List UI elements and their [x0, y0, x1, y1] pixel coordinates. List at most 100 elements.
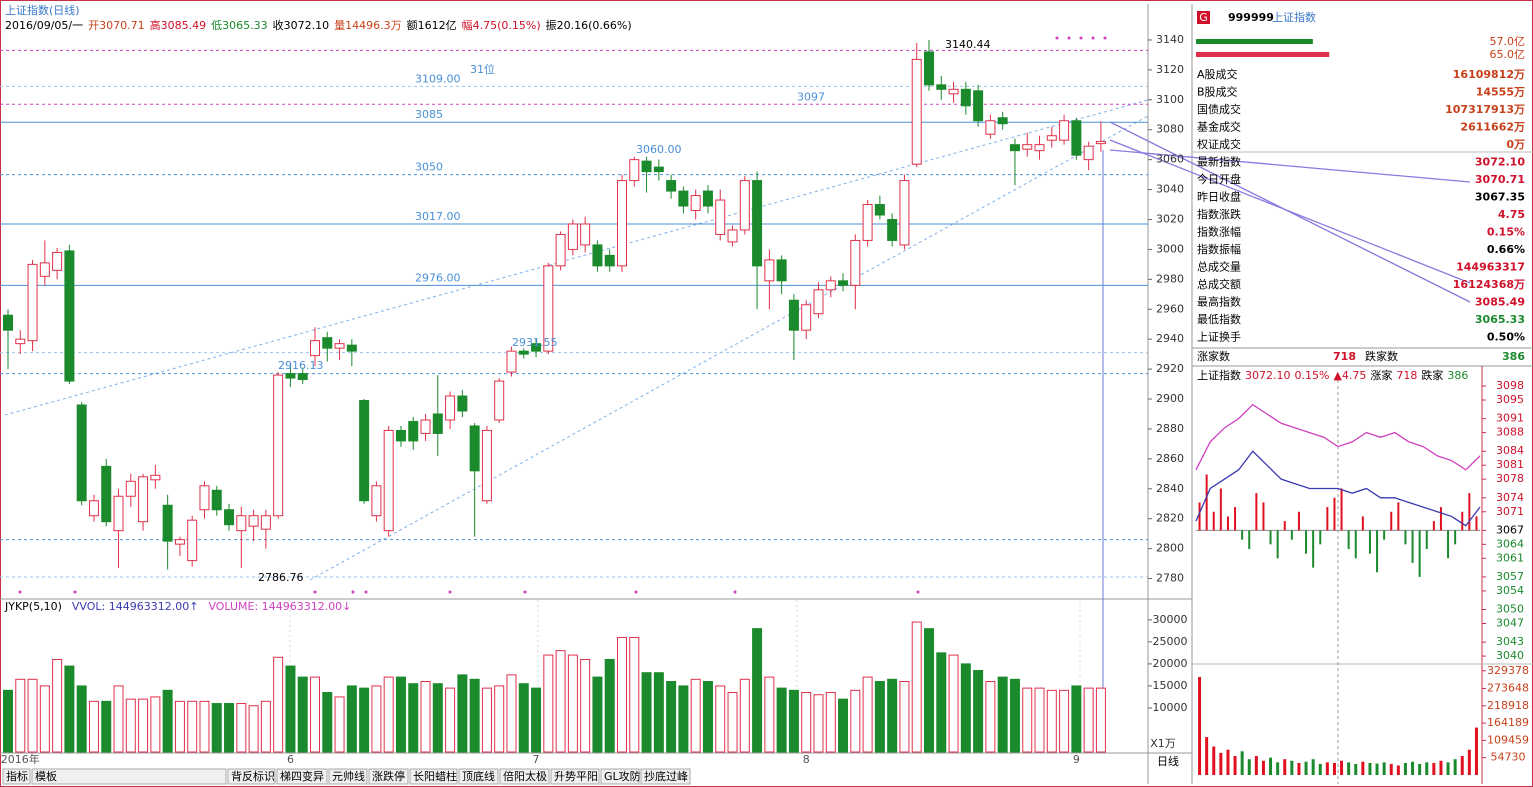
volume-bar: [1034, 687, 1045, 753]
volume-bar: [739, 678, 750, 753]
volume-bar: [1022, 687, 1033, 753]
y-tick-label: 3043: [1496, 635, 1524, 648]
x-tick-label: 7: [533, 753, 540, 766]
candle-body: [653, 166, 664, 173]
y-tick-label: 2880: [1156, 422, 1184, 435]
row-label: 指数涨幅: [1197, 225, 1241, 239]
trend-lines: [4, 99, 1149, 581]
volume-bar: [125, 698, 136, 753]
candle-body: [138, 476, 149, 523]
candle-body: [113, 495, 124, 532]
breadth: 跌家数: [1365, 349, 1398, 363]
chart-title: 上证指数(日线): [5, 3, 80, 17]
volume-header: VVOL: 144963312.00↑: [72, 600, 199, 613]
tab[interactable]: [31, 768, 227, 785]
y-tick-label: 3020: [1156, 212, 1184, 225]
tab-label[interactable]: 长阳蜡柱: [413, 769, 457, 783]
candle-body: [481, 429, 492, 502]
row-label: A股成交: [1197, 67, 1238, 81]
candle-body: [310, 340, 320, 357]
tab[interactable]: [499, 768, 550, 785]
row-value: 0万: [1506, 138, 1525, 151]
tab-label[interactable]: 顶底线: [462, 769, 495, 783]
candle-body: [371, 485, 382, 517]
tab-label[interactable]: 升势平阳: [554, 770, 598, 783]
dot: [18, 590, 22, 594]
tab-label[interactable]: 元帅线: [332, 769, 365, 783]
volume-bar: [973, 669, 984, 753]
row-value: 3070.71: [1475, 173, 1525, 186]
y-tick-label: 2940: [1156, 332, 1184, 345]
volume-bar: [1009, 678, 1020, 753]
tab-label[interactable]: 抄底过峰: [644, 769, 688, 783]
y-tick-label: 15000: [1153, 679, 1188, 692]
y-tick-label: 10000: [1153, 701, 1188, 714]
tab[interactable]: [409, 768, 458, 785]
candle-body: [543, 265, 554, 352]
dot: [448, 590, 452, 594]
candle-body: [383, 429, 394, 532]
volume-bar: [506, 674, 517, 753]
code: 999999: [1228, 11, 1274, 24]
candle-body: [506, 350, 517, 373]
tab[interactable]: [368, 768, 409, 785]
candle-body: [1022, 144, 1033, 150]
candle-body: [1059, 120, 1070, 141]
dot: [364, 590, 368, 594]
row-value: 3085.49: [1475, 296, 1525, 309]
annotation: 2786.76: [258, 571, 304, 584]
tab-label[interactable]: 指标: [6, 769, 28, 783]
tab[interactable]: [276, 768, 328, 785]
tab[interactable]: [227, 768, 276, 785]
candle-body: [518, 350, 529, 355]
candle-body: [297, 373, 308, 381]
candle-body: [1083, 145, 1094, 161]
y-tick-label: 3071: [1496, 505, 1524, 518]
row-label: 最高指数: [1197, 295, 1241, 309]
volume-bar: [445, 687, 456, 753]
volume-bar: [1095, 687, 1106, 753]
volume-bar: [850, 689, 861, 753]
volume-bar: [899, 681, 910, 753]
candle-body: [997, 117, 1008, 125]
volume-bar: [297, 676, 308, 753]
candle-body: [936, 84, 947, 90]
y-tick-label: 329378: [1487, 664, 1529, 677]
tab[interactable]: [640, 768, 691, 785]
y-tick-label: 164189: [1487, 716, 1529, 729]
tab[interactable]: [550, 768, 600, 785]
tab-label[interactable]: 倍阳太极: [503, 769, 547, 783]
volume-bar: [948, 654, 959, 753]
tab[interactable]: [2, 768, 31, 785]
tab-label[interactable]: 涨跌停: [372, 769, 405, 783]
tab-label[interactable]: 梯四变异: [280, 769, 324, 783]
quote-field: 低3065.33: [211, 19, 268, 32]
volume-bar: [567, 654, 578, 753]
dot: [1091, 36, 1095, 40]
tab[interactable]: [600, 768, 640, 785]
candle-body: [825, 280, 836, 291]
volume-bar: [236, 703, 247, 753]
volume-bar: [52, 658, 63, 753]
volume-bar: [248, 705, 259, 753]
tab-label[interactable]: 模板: [35, 769, 57, 783]
volume-bar: [604, 658, 615, 753]
tab-label[interactable]: GL攻防: [604, 769, 641, 783]
candle-body: [702, 190, 713, 207]
row-value: 144963317: [1456, 261, 1525, 274]
row-value: 3067.35: [1475, 191, 1525, 204]
tab-label[interactable]: 背反标识: [231, 769, 275, 783]
candle-body: [948, 88, 959, 95]
y-tick-label: 3000: [1156, 242, 1184, 255]
intraday-header: 涨家: [1370, 368, 1392, 382]
volume-bar: [690, 678, 701, 753]
tab[interactable]: [328, 768, 368, 785]
candle-body: [248, 515, 259, 527]
y-tick-label: 3080: [1156, 123, 1184, 136]
tab[interactable]: [458, 768, 499, 785]
volume-bar: [260, 700, 271, 753]
breadth: 386: [1502, 350, 1525, 363]
period-label: 日线: [1157, 754, 1179, 768]
breadth: 涨家数: [1197, 349, 1230, 363]
